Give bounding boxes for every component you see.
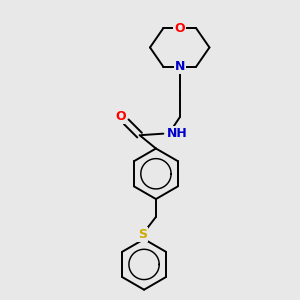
Text: O: O xyxy=(116,110,126,123)
Text: NH: NH xyxy=(167,127,187,140)
Text: N: N xyxy=(175,60,185,73)
Text: S: S xyxy=(138,228,147,241)
Text: O: O xyxy=(174,22,185,34)
